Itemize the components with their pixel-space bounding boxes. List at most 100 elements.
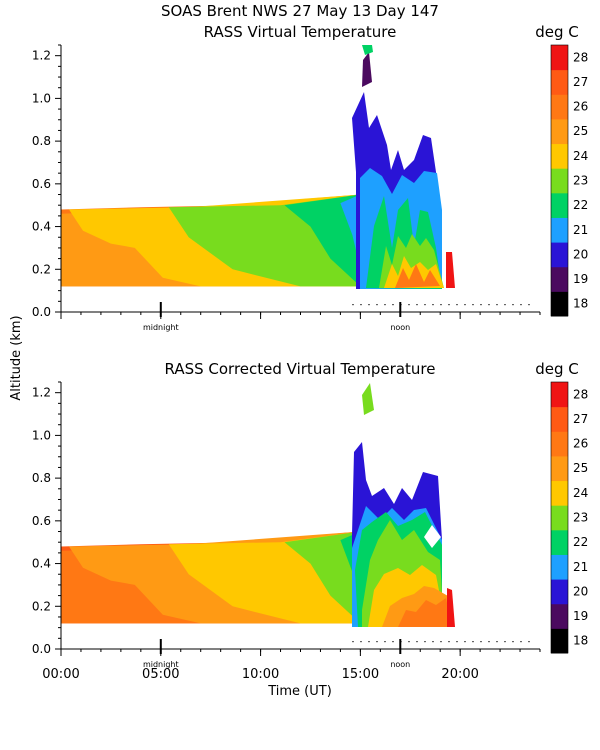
bottom-qc-dot [384,641,386,643]
top-qc-dot [528,304,530,306]
top-y-tick-label: 0.2 [32,262,51,276]
bottom-panel: RASS Corrected Virtual Temperature deg C… [32,360,588,699]
top-panel-title: RASS Virtual Temperature [204,23,397,41]
bottom-colorbar-swatch-18 [551,628,568,654]
bottom-x-tick-label: 15:00 [342,667,379,682]
top-colorbar-label: 18 [573,297,588,311]
bottom-colorbar-label: 27 [573,412,588,426]
bottom-qc-dot [440,641,442,643]
bottom-contour-23c [284,531,361,624]
bottom-panel-title: RASS Corrected Virtual Temperature [165,360,436,378]
top-colorbar-swatch-26 [551,94,568,120]
top-qc-dot [512,304,514,306]
bottom-colorbar-swatch-24 [551,480,568,506]
top-qc-dot [472,304,474,306]
bottom-colorbar-label: 18 [573,634,588,648]
bottom-colorbar-label: 19 [573,609,588,623]
top-y-tick-label: 1.2 [32,49,51,63]
top-qc-dot [480,304,482,306]
top-colorbar-swatch-23 [551,168,568,194]
top-qc-dot [408,304,410,306]
top-colorbar-label: 25 [573,124,588,138]
top-axes: 0.0 0.2 0.4 0.6 0.8 1.0 1.2 midnight noon [32,44,541,332]
top-colorbar-label: 28 [573,50,588,64]
top-panel: RASS Virtual Temperature deg C 0.0 0.2 0.4… [32,23,588,332]
top-colorbar-label: 22 [573,198,588,212]
bottom-qc-dot [480,641,482,643]
top-colorbar-swatch-19 [551,266,568,292]
top-qc-dot [368,304,370,306]
bottom-y-tick-label: 0.8 [32,471,51,485]
bottom-y-tick-label: 0.2 [32,599,51,613]
bottom-warm-column-d [398,598,452,627]
xaxis-title: Time (UT) [267,684,332,699]
bottom-qc-dot [520,641,522,643]
bottom-colorbar-label: 21 [573,560,588,574]
bottom-x-tick-label: 10:00 [242,667,279,682]
bottom-colorbar-swatch-20 [551,579,568,605]
top-warm-column-c [395,264,440,288]
bottom-colorbar-swatch-27 [551,406,568,432]
top-colorbar-swatch-25 [551,118,568,145]
top-edge-warm [446,252,455,288]
top-y-tick-label: 1.0 [32,91,51,105]
top-qc-dot [456,304,458,306]
bottom-noon-label: noon [390,660,410,669]
bottom-qc-dot [464,641,466,643]
top-colorbar: 18 19 20 21 22 23 24 25 26 27 28 [550,44,588,317]
top-qc-dot [448,304,450,306]
bottom-temperature-field [61,531,361,624]
bottom-colorbar-swatch-19 [551,603,568,629]
bottom-qc-dot [528,641,530,643]
bottom-qc-dot [432,641,434,643]
top-colorbar-unit: deg C [535,23,579,41]
top-qc-dot [392,304,394,306]
top-qc-dot [432,304,434,306]
top-colorbar-swatch-24 [551,143,568,169]
bottom-colorbar-label: 23 [573,511,588,525]
bottom-colorbar-unit: deg C [535,360,579,378]
top-y-tick-label: 0.4 [32,220,51,234]
bottom-y-tick-label: 0.0 [32,642,51,656]
bottom-colorbar-frame [550,381,569,654]
bottom-colorbar-label: 22 [573,535,588,549]
figure-title: SOAS Brent NWS 27 May 13 Day 147 [161,2,439,20]
top-qc-dot [424,304,426,306]
bottom-qc-dot [472,641,474,643]
top-colorbar-label: 19 [573,272,588,286]
bottom-edge-warm [447,588,455,627]
top-qc-dot [440,304,442,306]
bottom-qc-dot [424,641,426,643]
bottom-colorbar-label: 25 [573,461,588,475]
top-qc-dot [496,304,498,306]
top-qc-dot [504,304,506,306]
bottom-y-tick-label: 1.0 [32,428,51,442]
top-midnight-label: midnight [143,323,179,332]
top-colorbar-label: 20 [573,247,588,261]
top-colorbar-swatch-27 [551,69,568,95]
bottom-qc-dot [400,641,402,643]
top-noon-label: noon [390,323,410,332]
bottom-qc-dot [488,641,490,643]
bottom-colorbar-label: 24 [573,486,588,500]
bottom-colorbar-swatch-23 [551,505,568,531]
top-qc-dot [376,304,378,306]
top-colorbar-swatch-20 [551,242,568,268]
bottom-midnight-label: midnight [143,660,179,669]
bottom-colorbar-swatch-26 [551,431,568,457]
top-qc-dot [352,304,354,306]
shared-ylabel: Altitude (km) [9,315,24,400]
bottom-qc-dot [496,641,498,643]
top-colorbar-label: 24 [573,149,588,163]
top-y-tick-label: 0.8 [32,134,51,148]
top-colorbar-swatch-21 [551,217,568,243]
top-contour-21c [340,194,361,270]
bottom-convective-overlay [352,383,455,627]
top-colorbar-swatch-22 [551,192,568,218]
top-qc-dot [416,304,418,306]
bottom-x-tick-label: 00:00 [42,667,79,682]
bottom-qc-dot [392,641,394,643]
bottom-qc-dot [504,641,506,643]
bottom-qc-dot [416,641,418,643]
